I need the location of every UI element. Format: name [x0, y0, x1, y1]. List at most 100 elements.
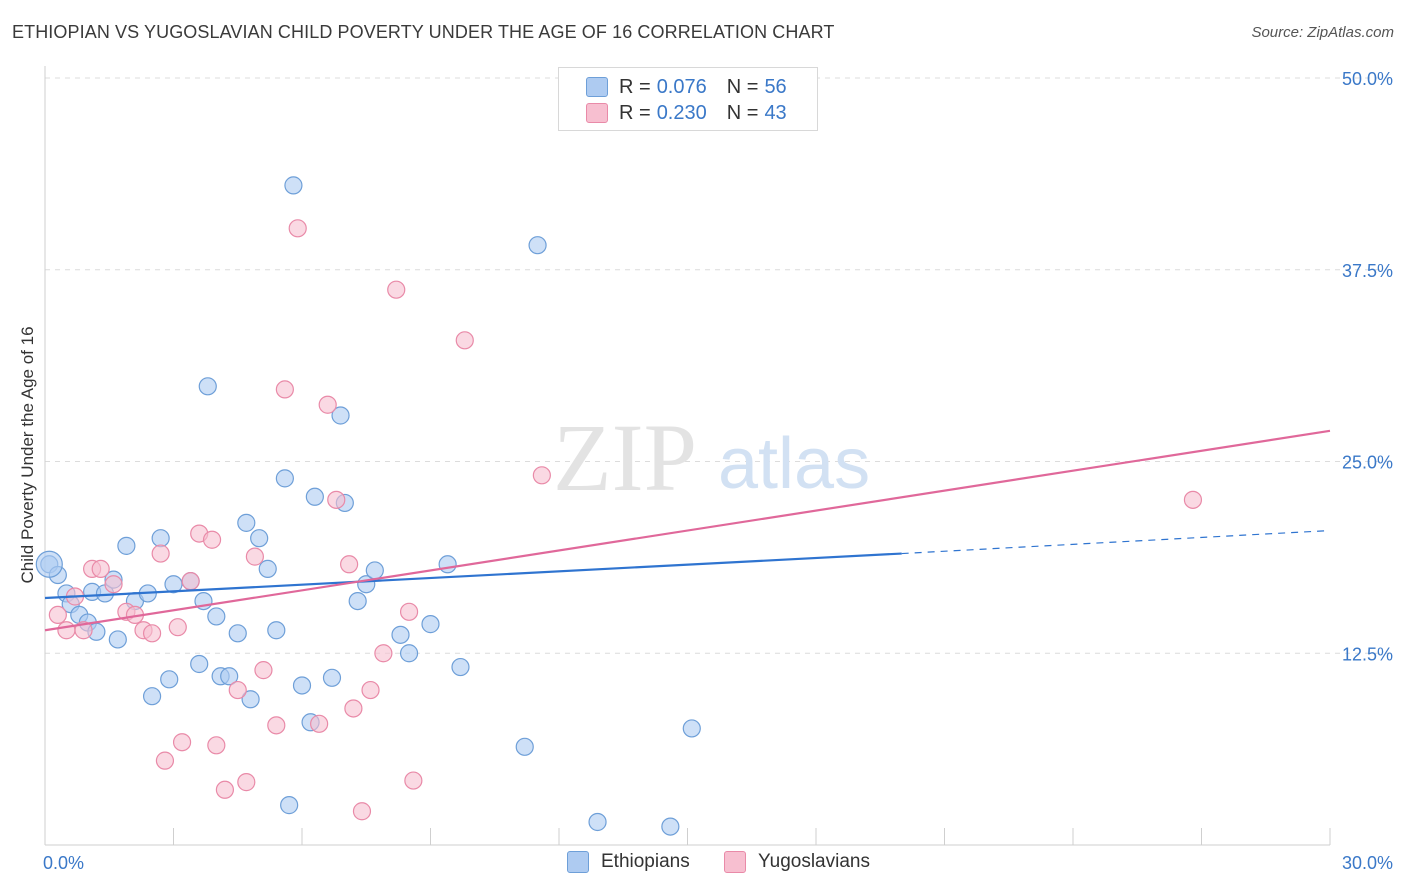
ethiopians-point — [117, 536, 136, 555]
yugoslavians-point — [215, 780, 234, 799]
yugoslavians-point — [399, 602, 419, 621]
y-tick-label: 50.0% — [1342, 69, 1393, 89]
yugoslavians-point — [327, 490, 346, 509]
ethiopians-point — [258, 559, 277, 578]
watermark-atlas: atlas — [718, 424, 870, 504]
ethiopians-point — [164, 575, 183, 594]
legend: R = 0.076 N = 56 R = 0.230 N = 43 — [558, 67, 818, 131]
ethiopians-point — [198, 377, 217, 396]
yugoslavians-point — [318, 395, 337, 414]
ethiopians-point — [451, 657, 470, 677]
yugoslavians-swatch — [586, 103, 608, 123]
ethiopians-swatch — [586, 77, 608, 97]
ethiopians-trend-extension — [901, 529, 1331, 555]
yugoslavians-point — [387, 280, 406, 299]
yugoslavians-point — [202, 530, 222, 549]
ethiopians-point — [348, 591, 367, 611]
yugoslavians-trend-line — [44, 429, 1331, 632]
legend-n-label: N = — [726, 75, 759, 98]
yugoslavians-point — [104, 575, 123, 594]
ethiopians-point — [365, 561, 384, 580]
yugoslavians-point — [91, 559, 110, 578]
watermark-zip: ZIP — [553, 404, 697, 511]
yugoslavians-point — [1183, 490, 1203, 509]
bottom-legend-label: Yugoslavians — [758, 851, 870, 872]
yugoslavians-point — [404, 771, 423, 790]
ethiopians-point — [588, 812, 607, 832]
bottom-legend-ethiopians: Ethiopians — [567, 851, 690, 873]
trend-lines — [44, 429, 1331, 632]
ethiopians-point-large — [35, 550, 63, 578]
yugoslavians-point — [57, 621, 76, 640]
chart-title: ETHIOPIAN VS YUGOSLAVIAN CHILD POVERTY U… — [12, 22, 835, 42]
x-tick-labels: 0.0% 30.0% — [43, 853, 1393, 873]
source-credit: Source: ZipAtlas.com — [1251, 24, 1394, 41]
axes — [44, 66, 1331, 846]
ethiopians-point — [292, 676, 312, 695]
yugoslavians-point — [237, 773, 256, 792]
ethiopians-point — [190, 654, 209, 674]
ethiopians-point — [280, 796, 299, 815]
y-tick-labels: 12.5% 25.0% 37.5% 50.0% — [1342, 69, 1393, 664]
yugoslavians-point — [374, 644, 393, 663]
yugoslavians-point — [254, 661, 273, 680]
yugoslavians-point — [151, 544, 170, 563]
ethiopians-point — [207, 607, 226, 626]
ethiopians-point — [331, 406, 350, 425]
y-tick-label: 25.0% — [1342, 453, 1393, 473]
gridlines — [45, 77, 1392, 654]
legend-r-value: 0.076 — [656, 75, 707, 98]
ethiopians-point — [391, 625, 410, 644]
yugoslavians-point — [344, 699, 363, 718]
ethiopians-point — [267, 621, 286, 640]
yugoslavians-point — [310, 714, 329, 733]
yugoslavians-point — [352, 802, 372, 821]
yugoslavians-point — [340, 555, 359, 574]
bottom-legend-label: Ethiopians — [601, 851, 690, 872]
ethiopians-point — [421, 615, 440, 634]
ethiopians-point — [250, 529, 269, 548]
ethiopians-point — [160, 670, 179, 689]
ethiopians-trend-line — [44, 552, 902, 600]
yugoslavians-point — [455, 331, 474, 350]
ethiopians-point — [228, 624, 247, 643]
ethiopians-point — [108, 630, 127, 649]
ethiopians-point — [438, 555, 457, 574]
yugoslavians-point — [172, 733, 192, 752]
ethiopians-point — [528, 236, 547, 255]
legend-r-label: R = — [619, 101, 651, 124]
bottom-legend-yugoslavians: Yugoslavians — [724, 851, 870, 873]
yugoslavians-swatch — [724, 851, 746, 873]
yugoslavians-point — [228, 680, 247, 700]
ethiopians-point — [399, 644, 419, 663]
legend-r-label: R = — [619, 75, 651, 98]
ethiopians-point — [237, 513, 256, 532]
ethiopians-point — [241, 690, 260, 709]
yugoslavians-point — [168, 618, 187, 637]
yugoslavians-point — [361, 680, 380, 700]
ethiopians-point — [220, 667, 239, 686]
ethiopians-swatch — [567, 851, 589, 873]
ethiopians-point — [515, 737, 534, 756]
bottom-legend: Ethiopians Yugoslavians — [0, 851, 1406, 877]
ethiopians-point — [275, 469, 294, 488]
ethiopians-point — [682, 719, 701, 738]
yugoslavians-point — [181, 572, 200, 591]
x-tick-label: 30.0% — [1342, 853, 1393, 873]
legend-n-label: N = — [726, 101, 759, 124]
yugoslavians-point — [155, 751, 175, 770]
y-tick-label: 12.5% — [1342, 644, 1393, 664]
yugoslavians-point — [48, 605, 67, 625]
yugoslavians-points — [48, 219, 1203, 821]
ethiopians-point — [142, 687, 162, 706]
y-tick-label: 37.5% — [1342, 261, 1393, 281]
ethiopians-point — [151, 529, 170, 548]
yugoslavians-point — [288, 219, 307, 238]
ethiopians-point — [661, 817, 680, 836]
yugoslavians-point — [245, 547, 264, 566]
legend-row-ethiopians: R = 0.076 N = 56 — [586, 75, 787, 99]
yugoslavians-point — [267, 716, 286, 735]
x-tick-label: 0.0% — [43, 853, 84, 873]
legend-r-value: 0.230 — [656, 101, 707, 124]
